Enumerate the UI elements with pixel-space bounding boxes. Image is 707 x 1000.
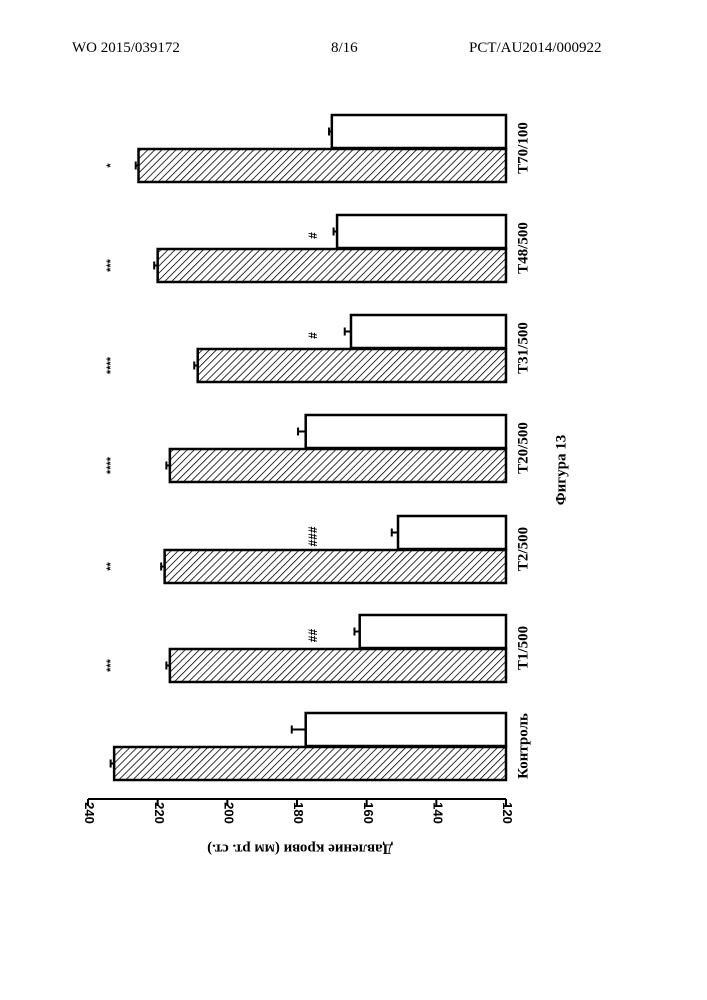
hatched-bar: [170, 649, 506, 682]
open-bar: [306, 713, 506, 746]
hatched-significance-marker: ****: [105, 356, 117, 374]
figure-caption: Фигура 13: [553, 435, 569, 505]
value-tick-label: 120: [500, 802, 515, 824]
open-bar: [332, 115, 506, 148]
hatched-significance-marker: *: [105, 163, 117, 168]
value-tick-label: 220: [152, 802, 167, 824]
hatched-bar: [158, 249, 506, 282]
open-bar: [306, 415, 506, 448]
category-label: T20/500: [515, 422, 531, 474]
value-tick-label: 180: [291, 802, 306, 824]
open-significance-marker: ##: [306, 629, 320, 643]
bars: [111, 115, 506, 780]
open-bar: [398, 516, 506, 549]
open-significance-marker: ###: [306, 526, 320, 546]
value-axis-title: Давление крови (мм рт. ст.): [207, 841, 393, 857]
category-label: T31/500: [515, 322, 531, 374]
hatched-bar: [165, 550, 506, 583]
open-significance-marker: #: [306, 332, 320, 339]
value-tick-label: 140: [431, 802, 446, 824]
open-bar: [337, 215, 506, 248]
hatched-bar: [198, 349, 506, 382]
value-tick-label: 200: [222, 802, 237, 824]
category-label: Контроль: [515, 713, 531, 779]
hatched-bar: [139, 149, 506, 182]
category-label: T70/100: [515, 122, 531, 174]
open-significance-marker: #: [306, 232, 320, 239]
hatched-significance-marker: ***: [105, 258, 117, 272]
hatched-significance-marker: **: [105, 562, 117, 571]
open-bar: [360, 615, 506, 648]
value-tick-label: 160: [361, 802, 376, 824]
category-label: T1/500: [515, 626, 531, 670]
hatched-bar: [170, 449, 506, 482]
category-label: T48/500: [515, 222, 531, 274]
open-bar: [351, 315, 506, 348]
hatched-significance-marker: ***: [105, 658, 117, 672]
hatched-significance-marker: ****: [105, 456, 117, 474]
hatched-bar: [114, 747, 506, 780]
category-label: T2/500: [515, 527, 531, 571]
value-tick-label: 240: [82, 802, 97, 824]
